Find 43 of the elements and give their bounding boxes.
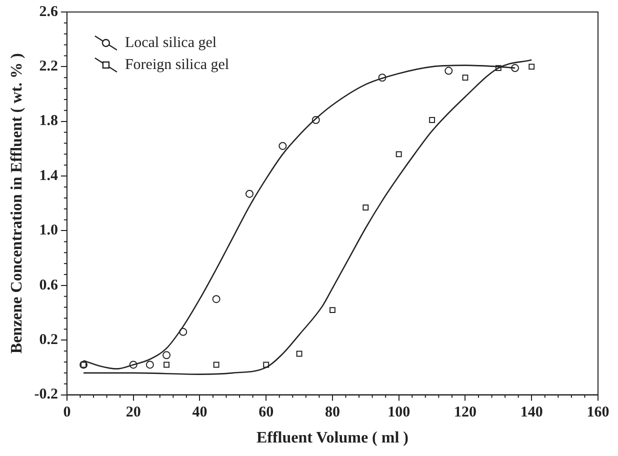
point — [278, 142, 287, 150]
point — [362, 204, 369, 210]
x-tick-label: 0 — [63, 404, 71, 421]
x-tick-label: 40 — [192, 404, 208, 421]
point — [330, 307, 336, 314]
point — [296, 350, 302, 357]
y-tick-label: 2.2 — [39, 58, 58, 75]
y-tick-label: 1.8 — [39, 113, 58, 130]
point — [462, 74, 468, 81]
point — [245, 190, 254, 198]
legend-label: Foreign silica gel — [124, 56, 230, 73]
y-tick-label: -0.2 — [34, 386, 58, 403]
point — [212, 295, 220, 304]
point — [213, 362, 220, 368]
point — [444, 66, 453, 75]
point — [378, 74, 386, 82]
x-axis-title: Effluent Volume ( ml ) — [256, 430, 408, 447]
point — [429, 117, 436, 123]
x-tick-label: 160 — [586, 404, 610, 421]
point — [312, 116, 320, 124]
x-tick-label: 100 — [388, 404, 410, 421]
y-axis-title: Benzene Concentration in Effluent ( wt. % ) — [8, 53, 26, 354]
y-tick-label: 0.2 — [39, 332, 58, 348]
point — [263, 362, 270, 368]
point — [146, 360, 154, 369]
x-tick-label: 120 — [454, 404, 476, 421]
point — [511, 64, 520, 72]
x-tick-label: 140 — [520, 404, 543, 421]
y-tick-label: 1.0 — [39, 222, 58, 239]
legend-label: Local silica gel — [124, 34, 217, 51]
x-tick-label: 20 — [126, 404, 141, 421]
point — [179, 328, 188, 336]
y-tick-label: 1.4 — [39, 168, 58, 184]
point — [528, 64, 535, 70]
point — [129, 360, 138, 369]
point — [396, 151, 402, 158]
point — [162, 351, 171, 360]
y-tick-label: 0.6 — [39, 277, 58, 294]
x-tick-label: 80 — [324, 404, 340, 421]
point — [495, 65, 502, 72]
x-tick-label: 60 — [258, 404, 274, 421]
y-tick-label: 2.6 — [39, 4, 58, 20]
point — [164, 362, 170, 368]
